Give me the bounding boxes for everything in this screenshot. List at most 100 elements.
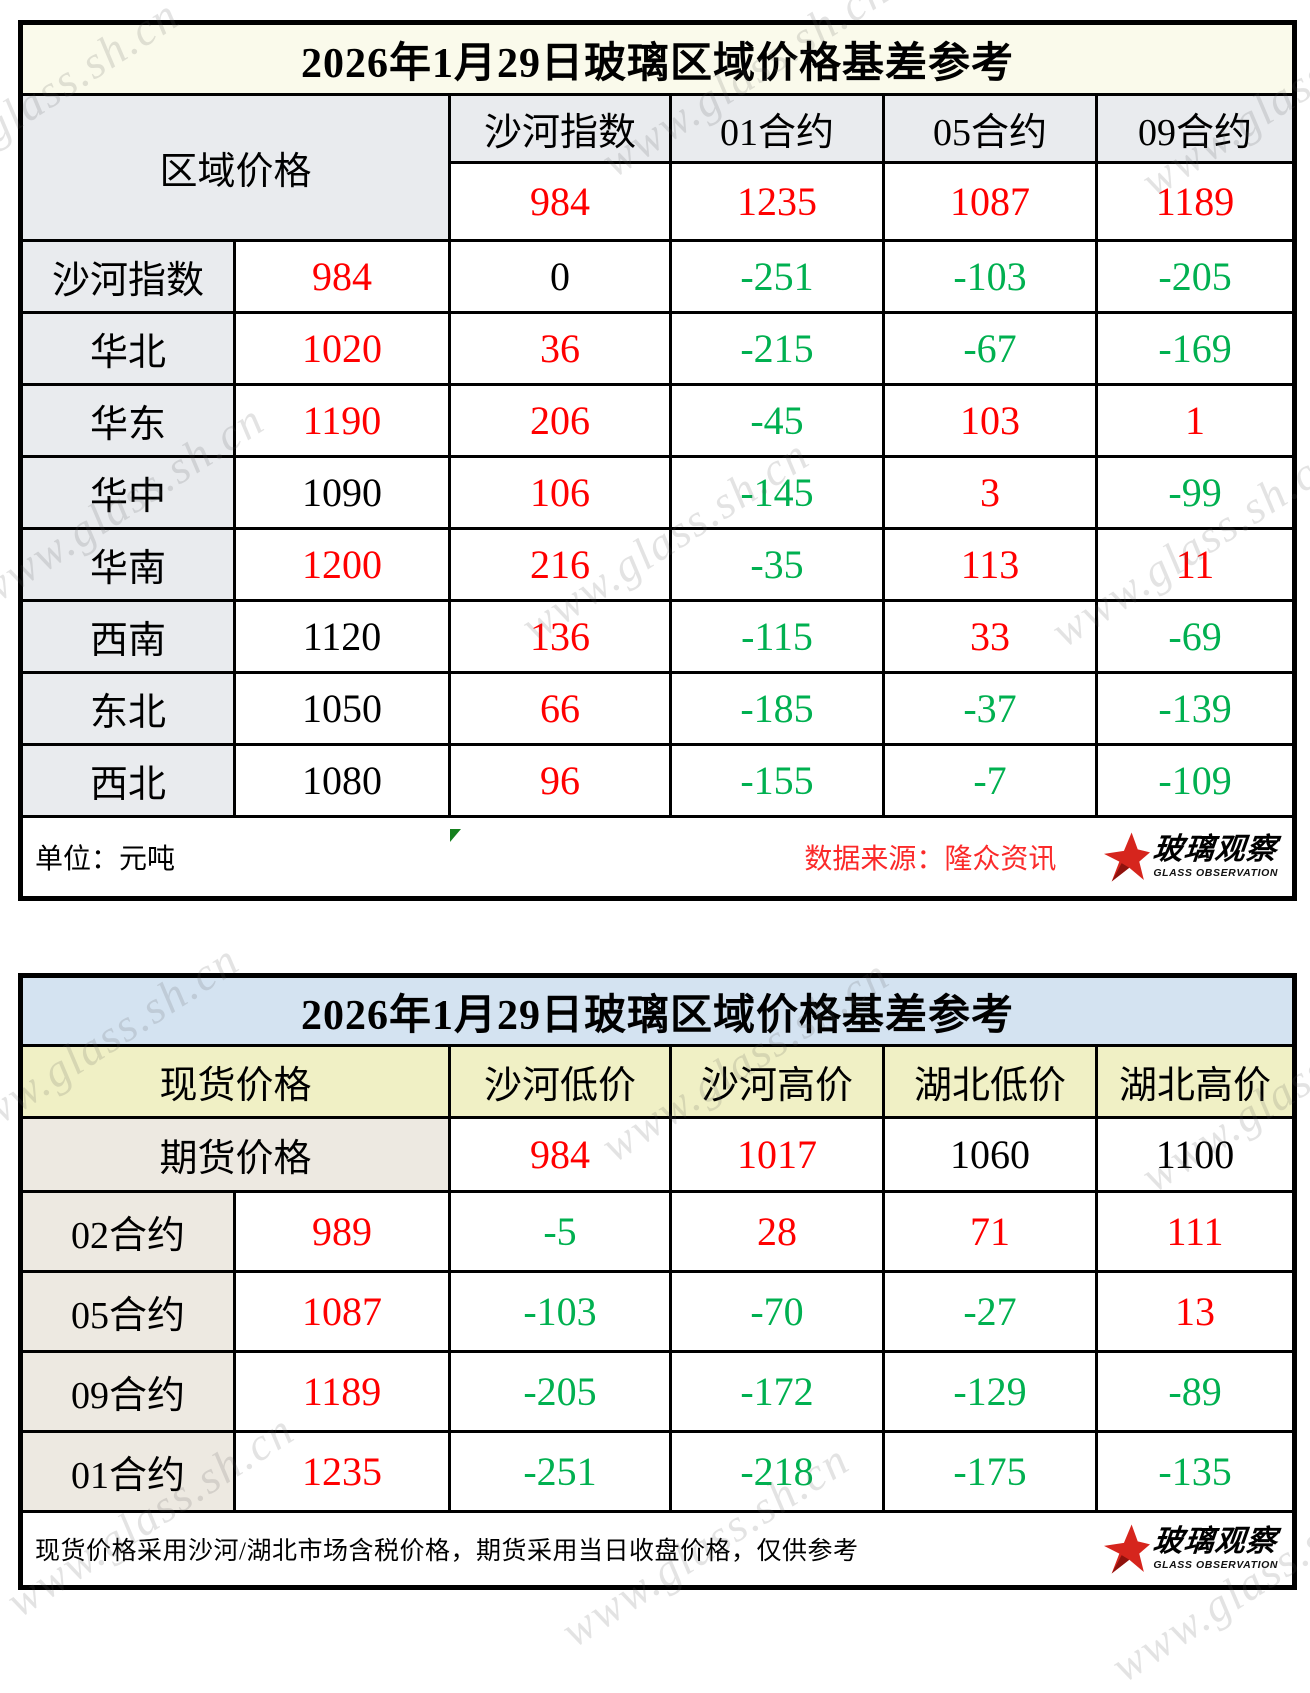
region-price: 1090 [233,455,451,530]
basis-cell: 66 [448,671,672,746]
spot-price: 984 [448,1116,672,1193]
column-header-shahe-index: 沙河指数 [448,93,672,164]
futures-price-label: 期货价格 [19,1116,451,1193]
basis-cell: -99 [1094,455,1297,530]
basis-cell: -35 [669,527,885,602]
basis-cell: 96 [448,743,672,818]
table-row: 华东 1190 206 -45 103 1 [19,383,1297,458]
green-corner-marker [450,829,461,842]
region-label: 东北 [19,671,236,746]
basis-cell: 3 [882,455,1098,530]
basis-cell: -115 [669,599,885,674]
table-row: 984 1235 1087 1189 [21,161,1297,242]
basis-cell: -205 [448,1350,672,1433]
table-row: 05合约 1087 -103 -70 -27 13 [19,1270,1297,1353]
table-row: 现货价格采用沙河/湖北市场含税价格，期货采用当日收盘价格，仅供参考 玻璃观察 G… [18,1510,1297,1589]
table-row: 期货价格 984 1017 1060 1100 [19,1116,1297,1193]
spot-price: 1060 [882,1116,1098,1193]
region-price: 1050 [233,671,451,746]
table-row: 华南 1200 216 -35 113 11 [19,527,1297,602]
star-icon [1104,832,1151,882]
spot-basis-table: 2026年1月29日玻璃区域价格基差参考 现货价格 沙河低价 沙河高价 湖北低价… [18,973,1298,1590]
table-row: 2026年1月29日玻璃区域价格基差参考 [18,974,1297,1047]
basis-cell: 103 [882,383,1098,458]
basis-cell: 106 [448,455,672,530]
table-row: 西北 1080 96 -155 -7 -109 [19,743,1297,818]
basis-cell: 216 [448,527,672,602]
basis-cell: 136 [448,599,672,674]
basis-cell: 13 [1094,1270,1297,1353]
basis-cell: -251 [448,1430,672,1513]
table2-title: 2026年1月29日玻璃区域价格基差参考 [18,974,1297,1047]
basis-cell: -45 [669,383,885,458]
region-price: 984 [233,239,451,314]
table1-corner-label: 区域价格 [19,93,451,242]
glass-observation-logo: 玻璃观察 GLASS OBSERVATION [1104,1521,1280,1577]
table-row: 华北 1020 36 -215 -67 -169 [19,311,1297,386]
column-header-shahe-high: 沙河高价 [669,1044,885,1119]
column-header-05-contract: 05合约 [882,93,1098,164]
region-price: 1020 [233,311,451,386]
contract-price: 1235 [669,161,885,242]
basis-cell: 113 [882,527,1098,602]
contract-label: 09合约 [19,1350,236,1433]
contract-label: 02合约 [19,1190,236,1273]
contract-label: 05合约 [19,1270,236,1353]
region-price: 1080 [233,743,451,818]
contract-price: 989 [233,1190,451,1273]
region-price: 1200 [233,527,451,602]
basis-cell: -135 [1094,1430,1297,1513]
table2-footer: 现货价格采用沙河/湖北市场含税价格，期货采用当日收盘价格，仅供参考 玻璃观察 G… [24,1521,1292,1577]
basis-cell: 71 [882,1190,1098,1273]
table-row: 02合约 989 -5 28 71 111 [19,1190,1297,1273]
basis-cell: 111 [1094,1190,1297,1273]
contract-price: 1189 [233,1350,451,1433]
region-price: 1120 [233,599,451,674]
contract-price: 1189 [1094,161,1297,242]
contract-price: 984 [448,161,672,242]
basis-cell: -7 [882,743,1098,818]
disclaimer-note: 现货价格采用沙河/湖北市场含税价格，期货采用当日收盘价格，仅供参考 [35,1538,859,1565]
basis-cell: 33 [882,599,1098,674]
basis-cell: -129 [882,1350,1098,1433]
column-header-hubei-low: 湖北低价 [882,1044,1098,1119]
basis-cell: -251 [669,239,885,314]
logo-brand: 玻璃观察 [1151,1525,1280,1559]
table1-title: 2026年1月29日玻璃区域价格基差参考 [18,21,1297,96]
basis-cell: -27 [882,1270,1098,1353]
table-row: 单位：元吨 数据来源：隆众资讯 玻璃观察 GLASS OBSERVATION [18,815,1297,900]
region-price: 1190 [233,383,451,458]
basis-cell: -5 [448,1190,672,1273]
region-label: 华北 [19,311,236,386]
basis-cell: -139 [1094,671,1297,746]
table-row: 东北 1050 66 -185 -37 -139 [19,671,1297,746]
basis-cell: -37 [882,671,1098,746]
basis-cell: -215 [669,311,885,386]
basis-cell: 28 [669,1190,885,1273]
logo-subtitle: GLASS OBSERVATION [1153,867,1279,880]
basis-cell: -103 [448,1270,672,1353]
basis-cell: -145 [669,455,885,530]
contract-price: 1235 [233,1430,451,1513]
table-row: 2026年1月29日玻璃区域价格基差参考 [18,21,1297,96]
basis-cell: -69 [1094,599,1297,674]
basis-cell: -218 [669,1430,885,1513]
table-row: 现货价格 沙河低价 沙河高价 湖北低价 湖北高价 [19,1044,1297,1119]
region-label: 华南 [19,527,236,602]
basis-cell: 36 [448,311,672,386]
column-header-01-contract: 01合约 [669,93,885,164]
basis-cell: 0 [448,239,672,314]
region-label: 西北 [19,743,236,818]
basis-cell: -89 [1094,1350,1297,1433]
data-source-label: 数据来源：隆众资讯 [804,844,1057,875]
basis-cell: -205 [1094,239,1297,314]
basis-cell: -155 [669,743,885,818]
glass-observation-logo: 玻璃观察 GLASS OBSERVATION [1104,829,1279,885]
region-label: 华中 [19,455,236,530]
table-row: 区域价格 沙河指数 01合约 05合约 09合约 [19,93,1297,242]
basis-cell: -67 [882,311,1098,386]
table2-corner-label: 现货价格 [19,1044,451,1119]
column-header-09-contract: 09合约 [1094,93,1297,164]
star-icon [1104,1524,1151,1574]
basis-cell: -109 [1094,743,1297,818]
